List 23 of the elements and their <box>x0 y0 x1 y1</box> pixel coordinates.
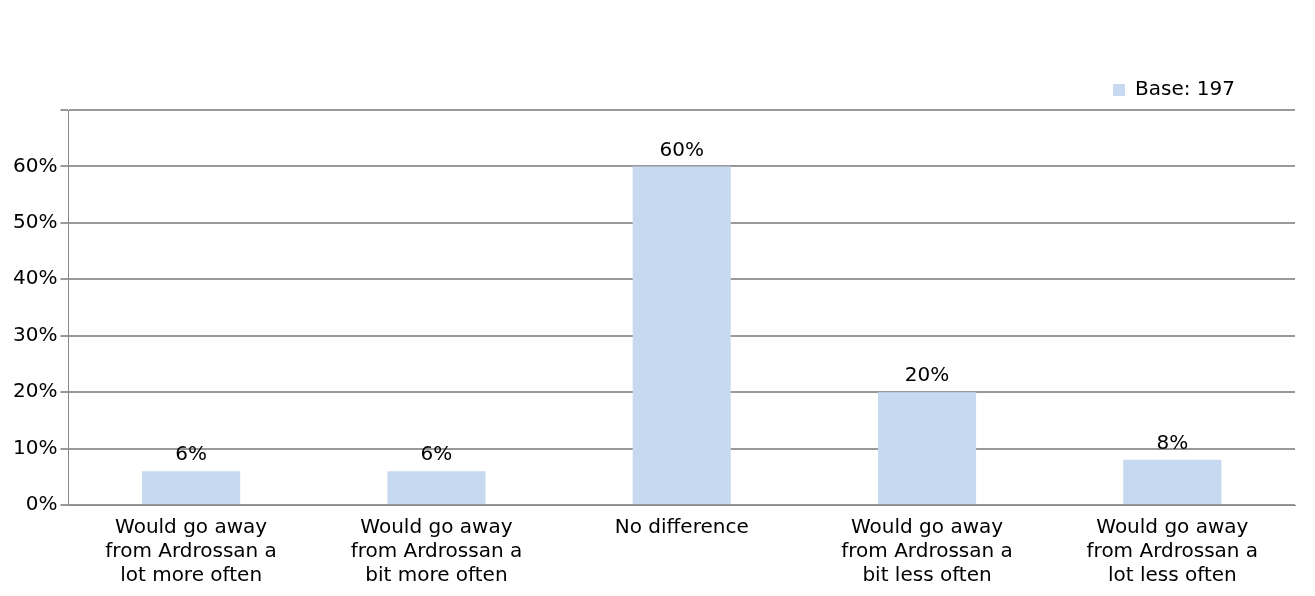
legend-label: Base: 197 <box>1135 76 1236 101</box>
y-tick-label: 50% <box>13 209 58 234</box>
x-tick-label: Would go away from Ardrossan a bit less often <box>841 514 1013 587</box>
data-label: 20% <box>904 362 950 387</box>
y-tick-label: 10% <box>13 434 58 459</box>
x-tick-label: Would go away from Ardrossan a lot less often <box>1086 514 1259 587</box>
y-tick-label: 60% <box>13 152 58 177</box>
bar <box>1123 459 1222 504</box>
bar <box>632 166 731 504</box>
bar <box>877 392 977 504</box>
y-tick-label: 0% <box>25 491 58 516</box>
y-tick-label: 40% <box>13 265 58 290</box>
data-label: 8% <box>1156 430 1189 455</box>
x-tick-label: No difference <box>614 514 749 539</box>
y-tick-label: 20% <box>13 378 58 403</box>
data-label: 6% <box>175 441 207 466</box>
x-tick-label: Would go away from Ardrossan a bit more often <box>350 514 523 587</box>
y-tick-label: 30% <box>13 321 58 346</box>
data-label: 60% <box>659 136 704 161</box>
bar <box>387 471 486 504</box>
bar <box>142 471 241 504</box>
x-tick-label: Would go away from Ardrossan a lot more often <box>105 514 277 587</box>
data-label: 6% <box>420 441 453 466</box>
